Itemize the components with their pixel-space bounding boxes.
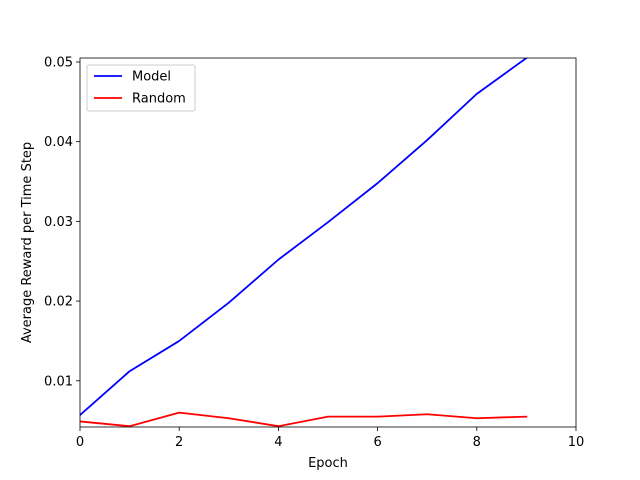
x-axis-ticks: 0 2 4 6 8 10	[76, 427, 584, 450]
legend: Model Random	[86, 64, 196, 112]
series-layer	[80, 58, 528, 427]
legend-label-model: Model	[132, 70, 171, 85]
y-tick-label: 0.01	[44, 374, 73, 389]
series-line-model	[80, 58, 528, 417]
y-tick-label: 0.04	[44, 135, 73, 150]
x-axis-label: Epoch	[308, 456, 348, 471]
x-tick-label: 4	[274, 435, 282, 450]
series-line-random	[80, 411, 528, 427]
x-tick-label: 10	[568, 435, 585, 450]
x-tick-label: 6	[373, 435, 381, 450]
x-tick-label: 2	[175, 435, 183, 450]
y-tick-label: 0.05	[44, 55, 73, 70]
y-tick-label: 0.03	[44, 215, 73, 230]
plot-area	[80, 58, 576, 427]
x-tick-label: 8	[473, 435, 481, 450]
x-tick-label: 0	[76, 435, 84, 450]
legend-label-random: Random	[132, 92, 186, 107]
y-axis-ticks: 0.01 0.02 0.03 0.04 0.05	[44, 55, 80, 389]
y-tick-label: 0.02	[44, 295, 73, 310]
plot-frame	[79, 57, 577, 428]
y-axis-label: Average Reward per Time Step	[20, 142, 35, 343]
